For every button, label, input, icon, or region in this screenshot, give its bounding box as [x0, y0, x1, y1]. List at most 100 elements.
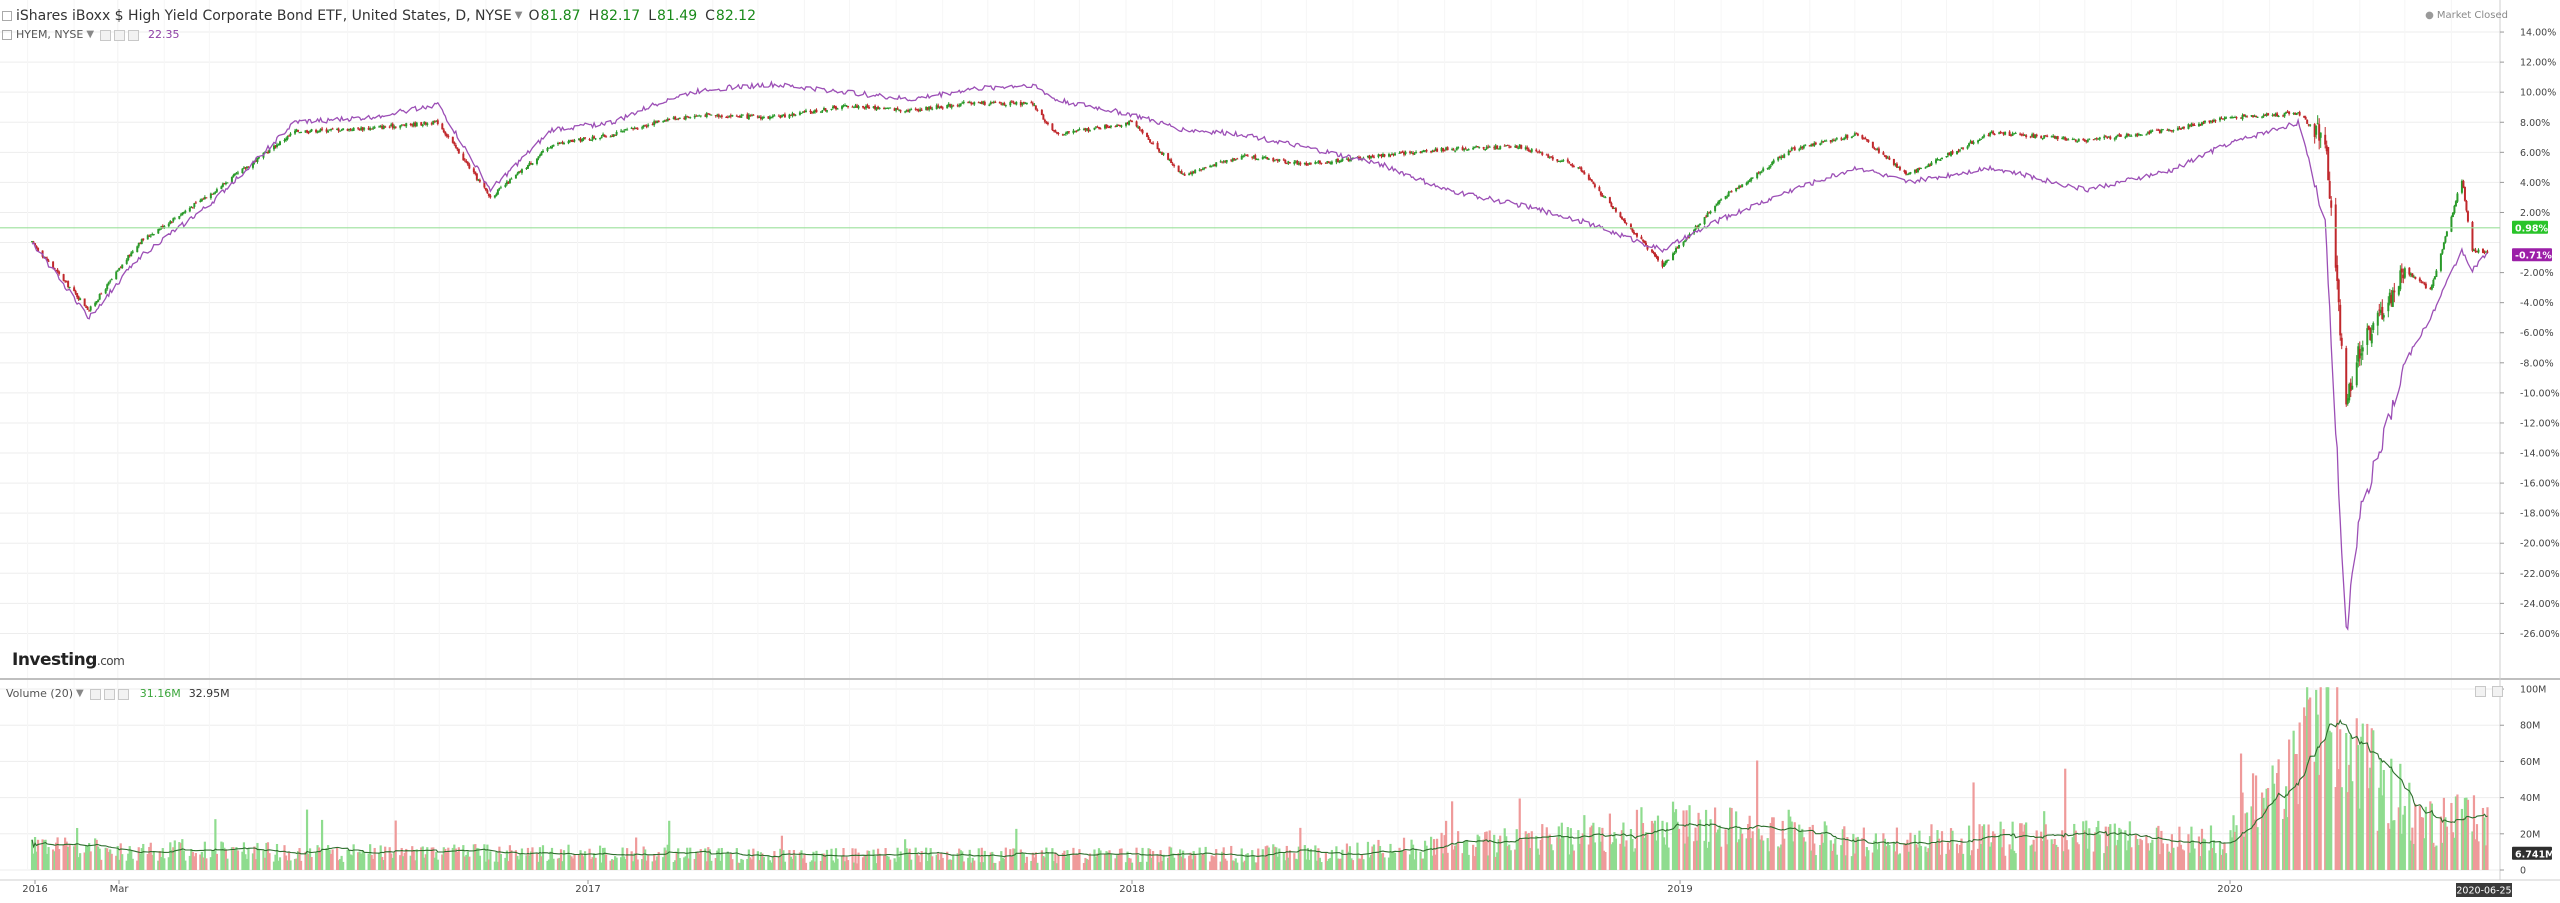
candle-body [1667, 259, 1670, 261]
volume-bar [2008, 844, 2011, 870]
volume-bar [1547, 835, 1550, 870]
candle-body [1604, 197, 1607, 199]
candle-body [1529, 150, 1532, 152]
candle-body [498, 188, 501, 190]
volume-bar [1515, 829, 1518, 870]
candle-body [454, 144, 457, 148]
candle-body [632, 128, 635, 130]
candle-body [286, 136, 289, 140]
maximize-icon[interactable] [2474, 686, 2486, 697]
volume-bar [893, 858, 896, 870]
volume-bar [1853, 853, 1856, 870]
candle-body [2486, 251, 2489, 253]
volume-bar [1840, 845, 1843, 870]
candle-body [2286, 111, 2289, 113]
candle-body [889, 107, 892, 109]
collapse-toggle[interactable] [2, 11, 12, 21]
candle-body [1861, 135, 1864, 139]
candle-body [746, 114, 749, 119]
volume-bar [352, 844, 355, 870]
settings-icon[interactable] [103, 688, 115, 700]
candle-body [489, 195, 492, 198]
volume-bar [962, 861, 965, 870]
volume-bar [2053, 839, 2056, 870]
close-icon[interactable] [117, 688, 129, 700]
volume-bar [1969, 855, 1972, 870]
candle-body [2390, 294, 2393, 304]
volume-bar [1787, 809, 1790, 870]
collapse-toggle[interactable] [2, 30, 12, 40]
volume-bar [1180, 856, 1183, 870]
close-icon[interactable] [128, 29, 140, 41]
settings-icon[interactable] [114, 29, 126, 41]
candle-body [507, 182, 510, 184]
candle-body [202, 198, 205, 200]
candle-body [1792, 147, 1795, 149]
candle-body [2435, 270, 2438, 277]
candle-body [235, 172, 238, 174]
candle-body [1608, 197, 1611, 204]
volume-bar [1592, 822, 1595, 870]
volume-bar [409, 855, 412, 870]
volume-bar [857, 852, 860, 870]
volume-bar [1455, 843, 1458, 870]
candle-body [331, 128, 334, 130]
candle-body [88, 310, 91, 312]
chevron-down-icon[interactable]: ▼ [514, 10, 523, 21]
candle-body [451, 136, 454, 143]
chevron-down-icon[interactable]: ▼ [76, 688, 84, 699]
candle-body [1852, 135, 1855, 137]
volume-bar [568, 855, 572, 870]
candle-body [199, 200, 202, 202]
volume-bar [1390, 852, 1394, 870]
candle-body [382, 125, 385, 129]
volume-bar [1825, 825, 1828, 870]
volume-bar [905, 848, 908, 870]
volume-bar [307, 853, 310, 870]
candle-body [1339, 160, 1342, 163]
volume-bar [220, 841, 223, 870]
volume-bar [1937, 838, 1941, 870]
volume-bar [1664, 844, 1667, 870]
eye-icon[interactable] [100, 29, 112, 41]
candle-body [1547, 154, 1550, 158]
eye-icon[interactable] [89, 688, 101, 700]
candle-body [1853, 133, 1856, 136]
chevron-down-icon[interactable]: ▼ [86, 29, 95, 40]
candle-body [2471, 221, 2474, 251]
volume-bar [1850, 856, 1853, 870]
volume-bar [2397, 807, 2400, 870]
volume-bar [1903, 843, 1906, 870]
volume-bar [1739, 827, 1742, 870]
volume-bar [1282, 852, 1285, 870]
volume-bar [2203, 839, 2207, 870]
volume-bar [2474, 839, 2477, 870]
candle-body [1210, 165, 1213, 167]
volume-bar [1024, 862, 1027, 870]
candle-body [68, 286, 71, 288]
volume-bar [2169, 853, 2172, 870]
candle-body [1422, 150, 1425, 153]
volume-bar [169, 842, 172, 870]
volume-bar [98, 848, 101, 870]
volume-bar [2411, 827, 2414, 870]
candle-body [131, 251, 134, 253]
candle-body [342, 128, 345, 131]
candle-body [2167, 129, 2170, 131]
candle-body [2169, 129, 2172, 131]
candle-body [297, 130, 300, 132]
volume-bar [1913, 834, 1917, 870]
volume-bar [77, 857, 80, 870]
volume-bar [529, 851, 533, 870]
volume-bar [2220, 854, 2223, 870]
candle-body [357, 127, 360, 129]
volume-bar [2061, 830, 2064, 870]
volume-bar [538, 847, 542, 870]
candle-body [726, 116, 729, 118]
candle-body [1318, 160, 1321, 164]
volume-bar [2430, 803, 2433, 870]
close-icon[interactable] [2492, 686, 2503, 697]
volume-bar [2313, 761, 2316, 870]
volume-bar [1000, 851, 1003, 870]
volume-ma-line [31, 719, 2488, 858]
